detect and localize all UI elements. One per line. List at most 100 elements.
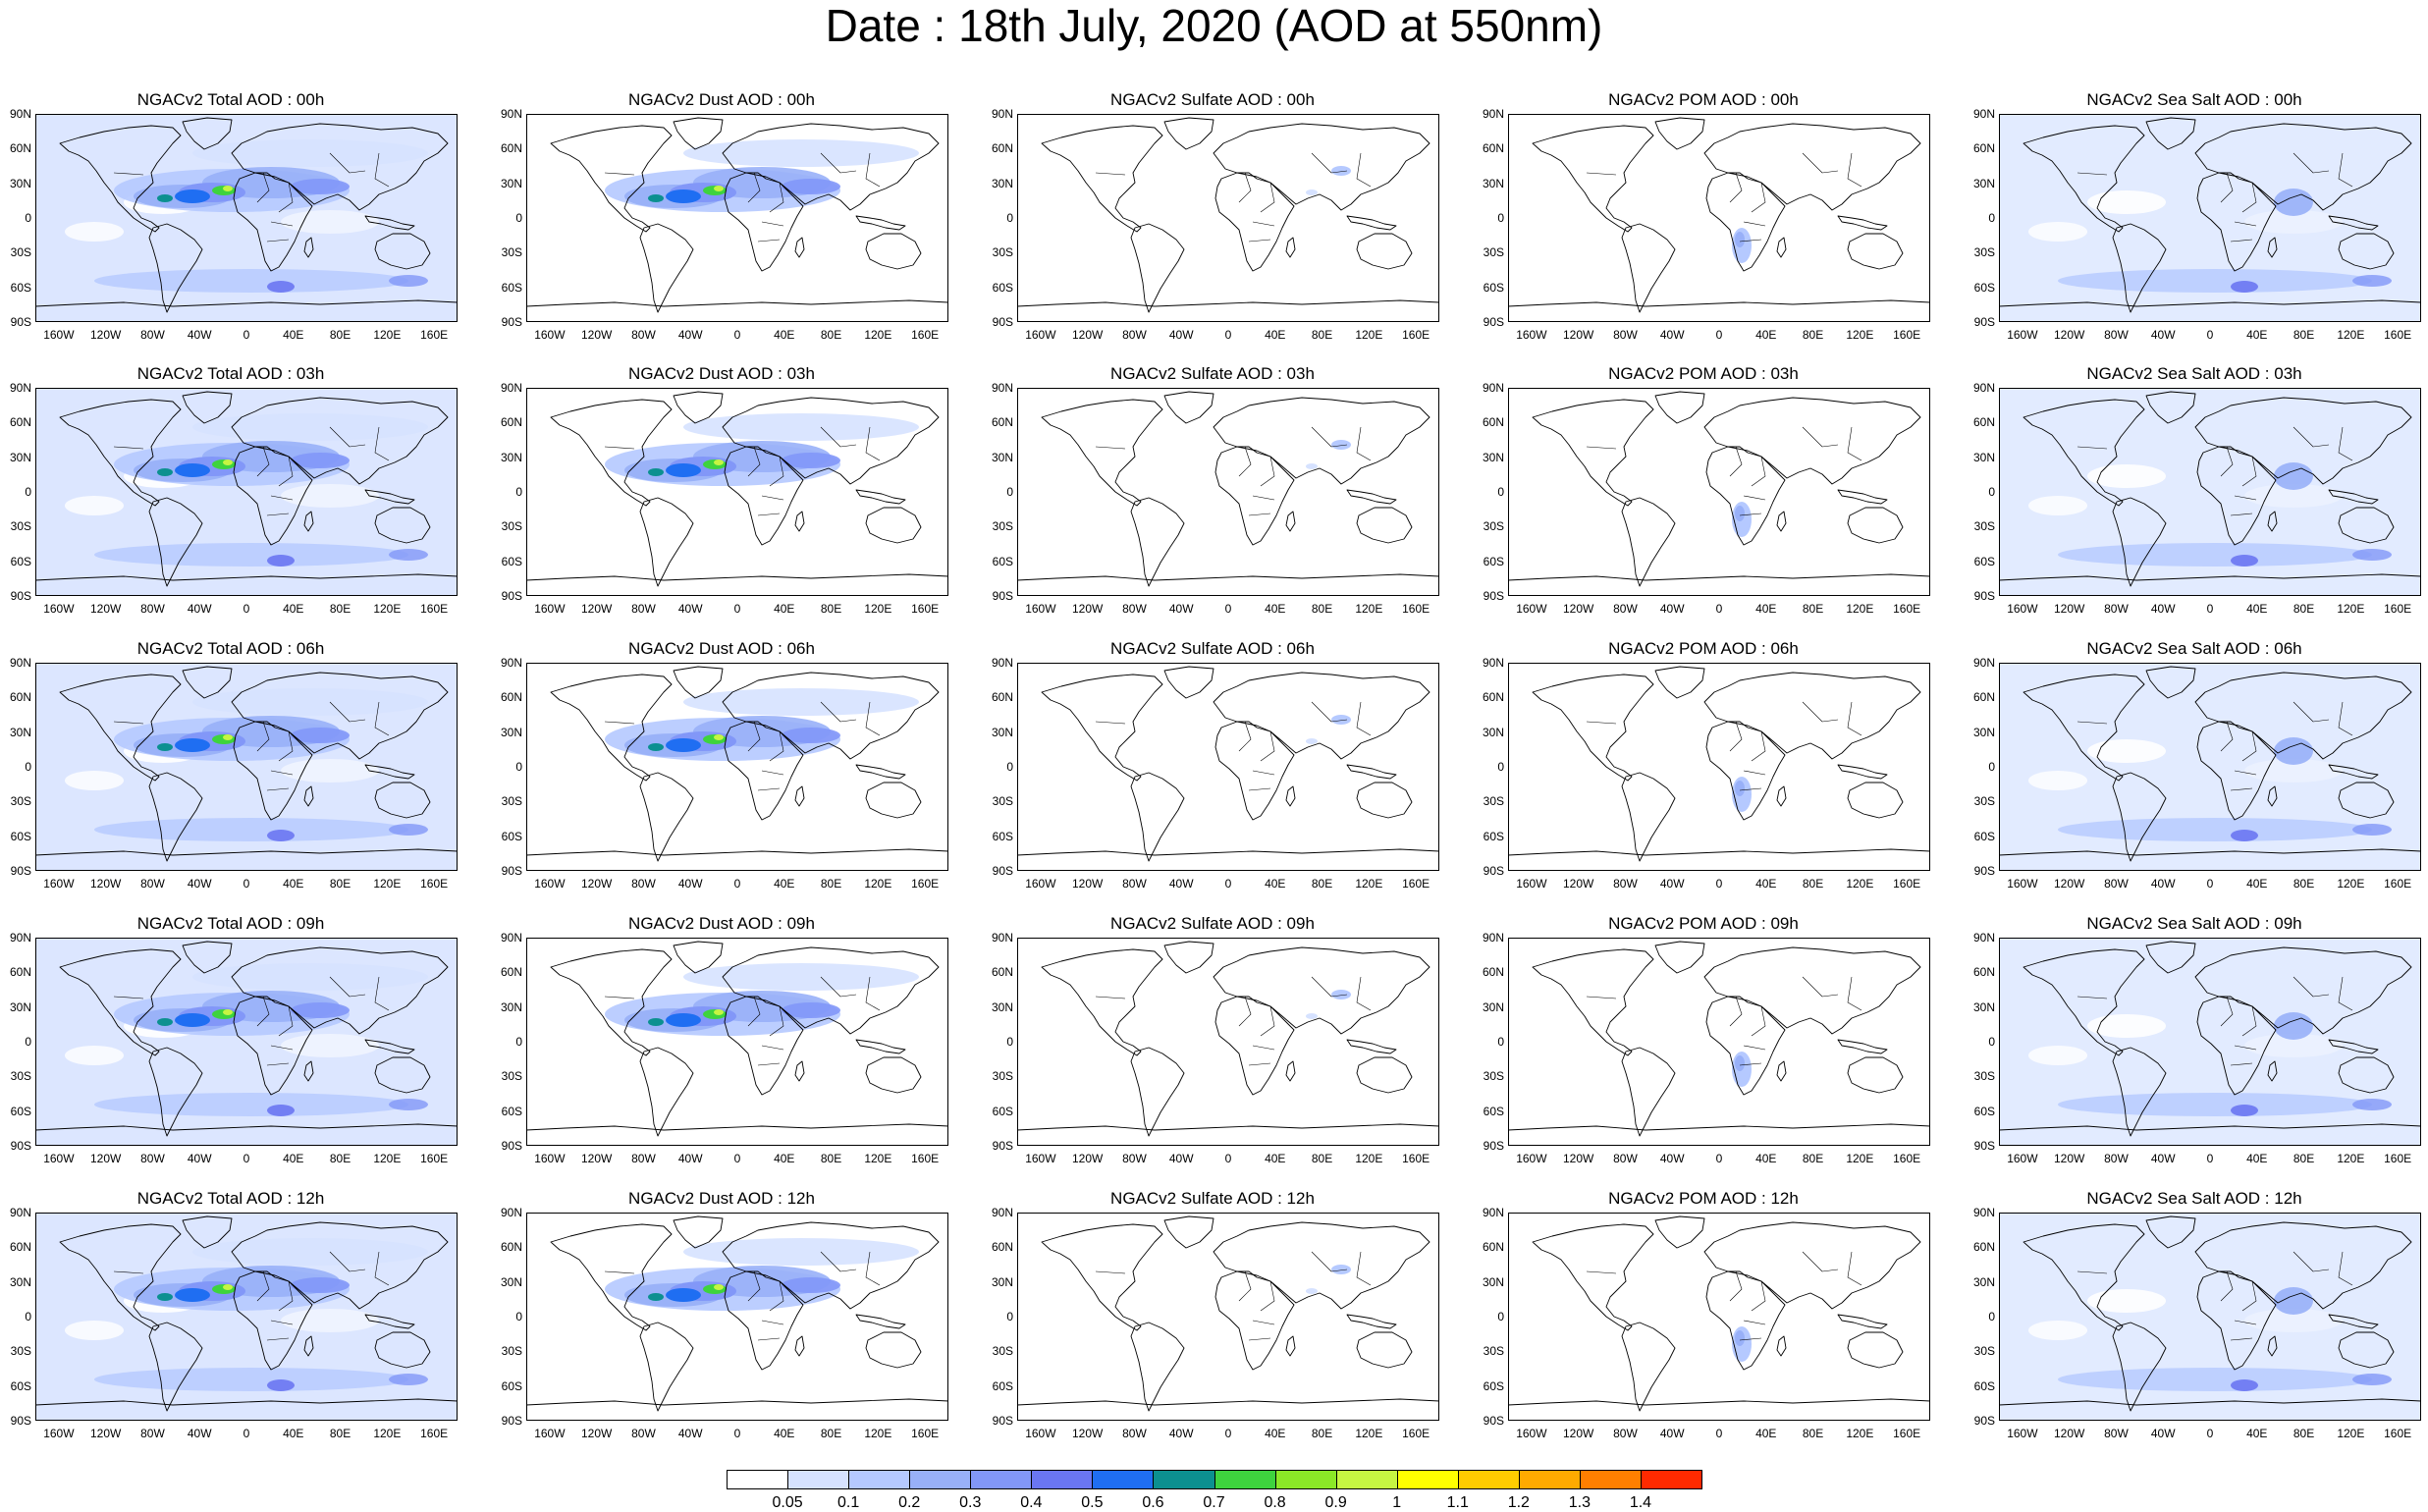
lat-tick-label: 30N — [1482, 450, 1504, 464]
lat-tick-label: 90N — [1482, 1206, 1504, 1219]
lon-tick-label: 160W — [2007, 328, 2038, 342]
lon-tick-label: 40W — [187, 1427, 212, 1440]
lat-tick-label: 30S — [1483, 1069, 1504, 1084]
lon-tick-label: 80W — [631, 877, 656, 891]
lon-tick-label: 80E — [329, 328, 351, 342]
lon-tick-label: 120E — [1355, 602, 1383, 616]
lat-tick-label: 30N — [9, 999, 31, 1014]
lat-tick-label: 90N — [1972, 107, 1995, 121]
panel-title: NGACv2 Dust AOD : 12h — [628, 1189, 815, 1208]
lat-tick-label: 90S — [10, 1413, 31, 1428]
panel-title: NGACv2 POM AOD : 06h — [1608, 639, 1799, 658]
panel-title: NGACv2 Sulfate AOD : 12h — [1110, 1189, 1315, 1208]
lon-tick-label: 40W — [1659, 877, 1685, 891]
map-panel-dust-4: NGACv2 Dust AOD : 12h 90N 60N 30N 0 30S 60S 90S… — [491, 1189, 952, 1454]
lon-tick-label: 160E — [2384, 877, 2412, 891]
lon-tick-label: 120E — [864, 602, 892, 616]
lon-tick-label: 40W — [677, 1427, 703, 1440]
lat-tick-label: 30N — [9, 1274, 31, 1289]
lat-tick-label: 30N — [1972, 450, 1995, 464]
lon-tick-label: 0 — [243, 328, 250, 342]
lat-tick-label: 90S — [1483, 1138, 1504, 1153]
lon-tick-label: 80E — [1802, 1427, 1824, 1440]
lon-tick-label: 120W — [1562, 877, 1594, 891]
aod-map-pom — [1508, 1213, 1930, 1421]
lon-tick-label: 120E — [864, 1427, 892, 1440]
lon-tick-label: 40W — [1168, 602, 1194, 616]
lat-tick-label: 90S — [1973, 1138, 1995, 1153]
lat-tick-label: 30S — [501, 1069, 522, 1084]
lat-tick-label: 60S — [501, 829, 522, 843]
lat-tick-label: 60N — [1972, 1240, 1995, 1255]
lat-tick-label: 60N — [1972, 690, 1995, 705]
lon-tick-label: 40E — [1265, 1427, 1286, 1440]
lon-tick-label: 40E — [1755, 1152, 1777, 1165]
aod-map-seasalt — [1999, 938, 2421, 1146]
lon-tick-label: 80E — [329, 1427, 351, 1440]
aod-map-sulfate — [1017, 938, 1439, 1146]
lon-tick-label: 120E — [864, 877, 892, 891]
lat-tick-label: 60S — [1483, 829, 1504, 843]
lon-tick-label: 80W — [1122, 602, 1147, 616]
lon-tick-label: 40E — [1265, 1152, 1286, 1165]
aod-map-sulfate — [1017, 388, 1439, 596]
lon-tick-label: 40E — [2246, 328, 2268, 342]
lon-tick-label: 80E — [329, 602, 351, 616]
lat-tick-label: 60S — [501, 1378, 522, 1393]
panel-title: NGACv2 POM AOD : 09h — [1608, 914, 1799, 933]
lon-tick-label: 0 — [733, 602, 741, 616]
lat-tick-label: 60S — [992, 1104, 1013, 1118]
lat-tick-label: 60N — [9, 141, 31, 156]
lon-tick-label: 160E — [1893, 1427, 1921, 1440]
map-panel-seasalt-4: NGACv2 Sea Salt AOD : 12h 90N 60N 30N 0 30S 60… — [1964, 1189, 2425, 1454]
lon-tick-label: 40W — [1659, 602, 1685, 616]
lat-tick-label: 60S — [1483, 1378, 1504, 1393]
lon-tick-label: 80W — [140, 1152, 165, 1165]
lat-tick-label: 60N — [1482, 415, 1504, 430]
lon-tick-label: 120W — [580, 877, 613, 891]
map-panel-seasalt-3: NGACv2 Sea Salt AOD : 09h 90N 60N 30N 0 30S 60… — [1964, 914, 2425, 1179]
lat-tick-label: 60S — [501, 1104, 522, 1118]
lon-tick-label: 80W — [1613, 1152, 1638, 1165]
lat-tick-label: 90S — [10, 314, 31, 329]
lat-tick-label: 90N — [500, 107, 522, 121]
lon-tick-label: 120E — [1355, 877, 1383, 891]
lon-tick-label: 80W — [1613, 877, 1638, 891]
map-panel-total-2: NGACv2 Total AOD : 06h 90N 60N 30N 0 30S 60S 90… — [0, 639, 461, 904]
lon-tick-label: 80E — [1311, 1427, 1333, 1440]
lon-tick-label: 0 — [733, 328, 741, 342]
lon-tick-label: 120W — [1562, 602, 1594, 616]
lat-tick-label: 90N — [1482, 107, 1504, 121]
lon-tick-label: 80E — [2293, 1427, 2315, 1440]
panel-title: NGACv2 Sulfate AOD : 06h — [1110, 639, 1315, 658]
lon-tick-label: 160E — [1402, 328, 1430, 342]
lon-tick-label: 80W — [631, 602, 656, 616]
lat-tick-label: 90N — [500, 656, 522, 670]
lon-tick-label: 120E — [1846, 1152, 1874, 1165]
lon-tick-label: 160E — [1893, 1152, 1921, 1165]
lon-tick-label: 120E — [1355, 1427, 1383, 1440]
lat-tick-label: 30N — [1972, 725, 1995, 739]
lat-tick-label: 90N — [500, 931, 522, 945]
lon-tick-label: 120E — [2337, 1152, 2365, 1165]
aod-map-dust — [526, 663, 948, 871]
lat-tick-label: 90S — [992, 1413, 1013, 1428]
lat-tick-label: 0 — [25, 1034, 31, 1049]
lat-tick-label: 60S — [1973, 829, 1995, 843]
lon-tick-label: 120W — [1071, 328, 1104, 342]
colorbar-label: 1.1 — [1446, 1494, 1469, 1511]
lat-tick-label: 30N — [991, 999, 1013, 1014]
lon-tick-label: 0 — [733, 1427, 741, 1440]
lat-tick-label: 30N — [1972, 999, 1995, 1014]
lon-tick-label: 160W — [43, 328, 75, 342]
lat-tick-label: 90N — [1972, 931, 1995, 945]
panel-title: NGACv2 Sulfate AOD : 00h — [1110, 90, 1315, 109]
lon-tick-label: 40W — [1168, 1427, 1194, 1440]
lon-tick-label: 80E — [329, 1152, 351, 1165]
lat-tick-label: 0 — [1497, 759, 1504, 774]
lon-tick-label: 0 — [2206, 877, 2214, 891]
lat-tick-label: 60N — [9, 965, 31, 980]
lat-tick-label: 90N — [500, 381, 522, 395]
lon-tick-label: 0 — [243, 1152, 250, 1165]
lat-tick-label: 90S — [992, 314, 1013, 329]
